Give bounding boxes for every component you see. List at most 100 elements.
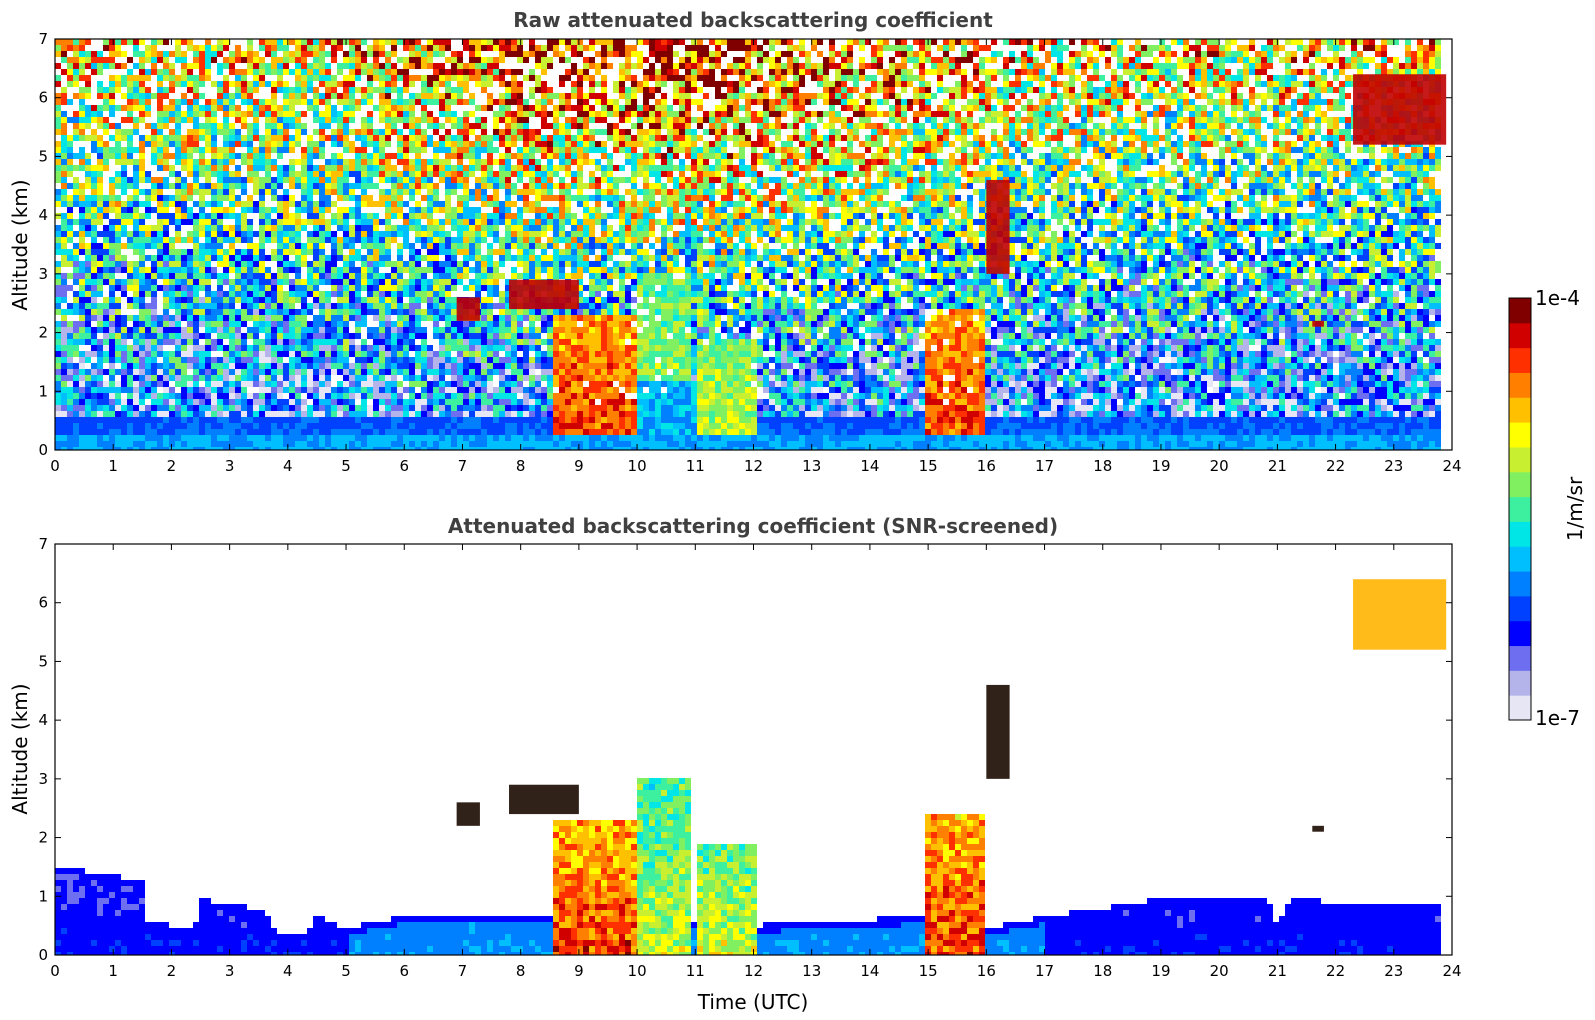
heatmap-cell [1321,39,1327,45]
heatmap-cell [913,189,919,195]
heatmap-cell [643,99,649,105]
heatmap-cell [1087,201,1093,207]
heatmap-cell [97,195,103,201]
heatmap-cell [511,93,517,99]
heatmap-cell [1009,153,1015,159]
heatmap-cell [601,141,607,147]
heatmap-cell [775,159,781,165]
heatmap-cell [1033,129,1039,135]
heatmap-cell [79,39,85,45]
heatmap-cell [67,57,73,63]
heatmap-cell [943,87,949,93]
heatmap-cell [1003,159,1009,165]
heatmap-cell [361,57,367,63]
heatmap-cell [1027,81,1033,87]
heatmap-cell [1021,51,1027,57]
heatmap-cell [1033,159,1039,165]
heatmap-cell [301,153,307,159]
heatmap-cell [715,165,721,171]
heatmap-cell [649,51,655,57]
heatmap-cell [55,201,61,207]
heatmap-cell [487,81,493,87]
heatmap-cell [1141,69,1147,75]
heatmap-cell [1339,87,1345,93]
heatmap-cell [1315,147,1321,153]
heatmap-cell [1003,123,1009,129]
heatmap-cell [1405,153,1411,159]
heatmap-cell [1165,141,1171,147]
heatmap-cell [1105,147,1111,153]
heatmap-cell [481,201,487,207]
heatmap-cell [655,87,661,93]
heatmap-cell [1057,129,1063,135]
heatmap-cell [493,135,499,141]
heatmap-cell [181,81,187,87]
heatmap-cell [655,51,661,57]
heatmap-cell [175,195,181,201]
heatmap-cell [1321,81,1327,87]
heatmap-cell [913,201,919,207]
heatmap-cell [1153,129,1159,135]
heatmap-cell [259,81,265,87]
heatmap-cell [565,105,571,111]
heatmap-cell [1255,75,1261,81]
heatmap-cell [1399,165,1405,171]
heatmap-cell [55,45,61,51]
heatmap-cell [463,99,469,105]
heatmap-cell [1303,123,1309,129]
heatmap-cell [631,141,637,147]
heatmap-cell [379,69,385,75]
heatmap-cell [1273,123,1279,129]
heatmap-cell [1075,171,1081,177]
heatmap-cell [1147,153,1153,159]
heatmap-cell [745,57,751,63]
heatmap-cell [259,159,265,165]
heatmap-cell [595,51,601,57]
heatmap-cell [1141,99,1147,105]
heatmap-cell [1231,129,1237,135]
heatmap-cell [1015,171,1021,177]
heatmap-cell [271,159,277,165]
heatmap-cell [919,141,925,147]
heatmap-cell [799,189,805,195]
heatmap-cell [1159,195,1165,201]
heatmap-cell [601,81,607,87]
heatmap-cell [1333,87,1339,93]
heatmap-cell [649,69,655,75]
heatmap-cell [1117,171,1123,177]
heatmap-cell [493,195,499,201]
heatmap-cell [301,45,307,51]
heatmap-cell [397,87,403,93]
heatmap-cell [799,183,805,189]
heatmap-cell [775,57,781,63]
heatmap-cell [1219,159,1225,165]
heatmap-cell [1093,129,1099,135]
heatmap-cell [337,39,343,45]
heatmap-cell [175,57,181,63]
heatmap-cell [319,135,325,141]
heatmap-cell [721,75,727,81]
heatmap-cell [1381,45,1387,51]
heatmap-cell [823,99,829,105]
heatmap-cell [799,75,805,81]
heatmap-cell [1315,99,1321,105]
heatmap-cell [415,135,421,141]
heatmap-cell [295,99,301,105]
heatmap-cell [619,129,625,135]
heatmap-cell [277,183,283,189]
heatmap-cell [391,183,397,189]
heatmap-cell [1405,159,1411,165]
heatmap-cell [601,39,607,45]
heatmap-cell [265,153,271,159]
heatmap-cell [1075,135,1081,141]
heatmap-cell [361,165,367,171]
heatmap-cell [301,129,307,135]
heatmap-cell [1261,141,1267,147]
heatmap-cell [889,93,895,99]
heatmap-cell [55,195,61,201]
heatmap-cell [445,99,451,105]
heatmap-cell [883,177,889,183]
heatmap-cell [691,165,697,171]
heatmap-cell [1099,129,1105,135]
heatmap-cell [271,165,277,171]
